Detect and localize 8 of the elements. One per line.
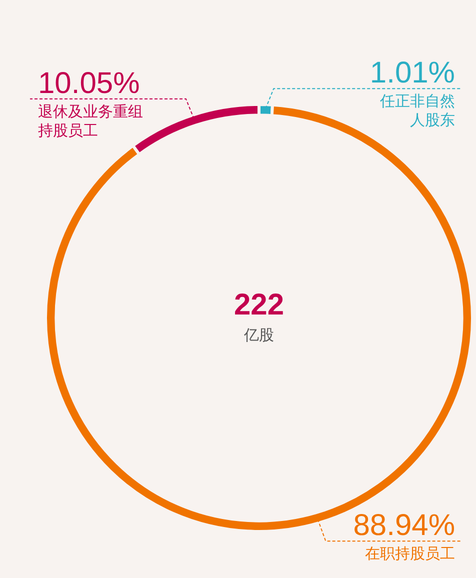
slice-label: 退休及业务重组持股员工: [38, 103, 143, 140]
slice-label: 在职持股员工: [365, 546, 455, 563]
slice-label: 任正非自然人股东: [379, 93, 455, 130]
data-label: 1.01%: [370, 56, 455, 90]
text: 亿股: [243, 327, 274, 344]
data-label: 88.94%: [353, 509, 455, 542]
text: 222: [234, 288, 284, 322]
data-label: 10.05%: [38, 66, 140, 100]
